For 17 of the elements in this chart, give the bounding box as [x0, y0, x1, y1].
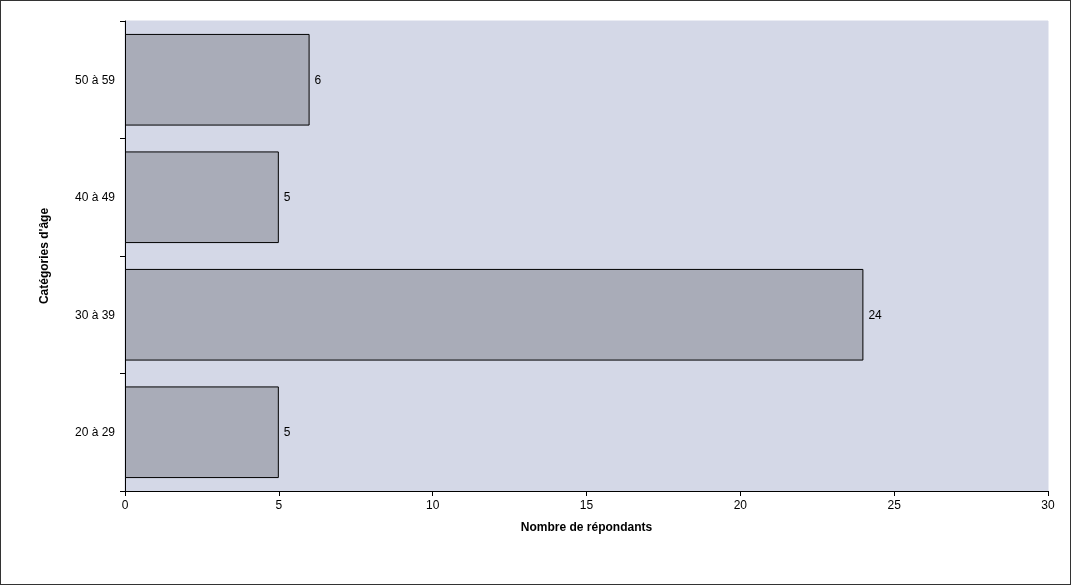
x-tick-label: 5: [275, 498, 283, 512]
data-label: 24: [868, 307, 883, 322]
x-tick-label: 20: [733, 498, 748, 512]
y-tick-label: 50 à 59: [74, 72, 116, 87]
x-tick-label: 0: [121, 498, 129, 512]
x-tick-label: 15: [579, 498, 594, 512]
x-axis-title: Nombre de répondants: [520, 520, 653, 534]
data-label: 5: [283, 190, 291, 205]
y-tick-label: 20 à 29: [74, 425, 116, 440]
y-tick-label: 40 à 49: [74, 190, 116, 205]
y-axis-title: Catégories d'âge: [37, 207, 51, 305]
x-tick-label: 10: [425, 498, 440, 512]
x-tick-label: 30: [1041, 498, 1055, 512]
data-label: 5: [283, 425, 291, 440]
y-tick-label: 30 à 39: [74, 307, 116, 322]
data-label: 6: [314, 72, 322, 87]
x-tick-label: 25: [887, 498, 902, 512]
